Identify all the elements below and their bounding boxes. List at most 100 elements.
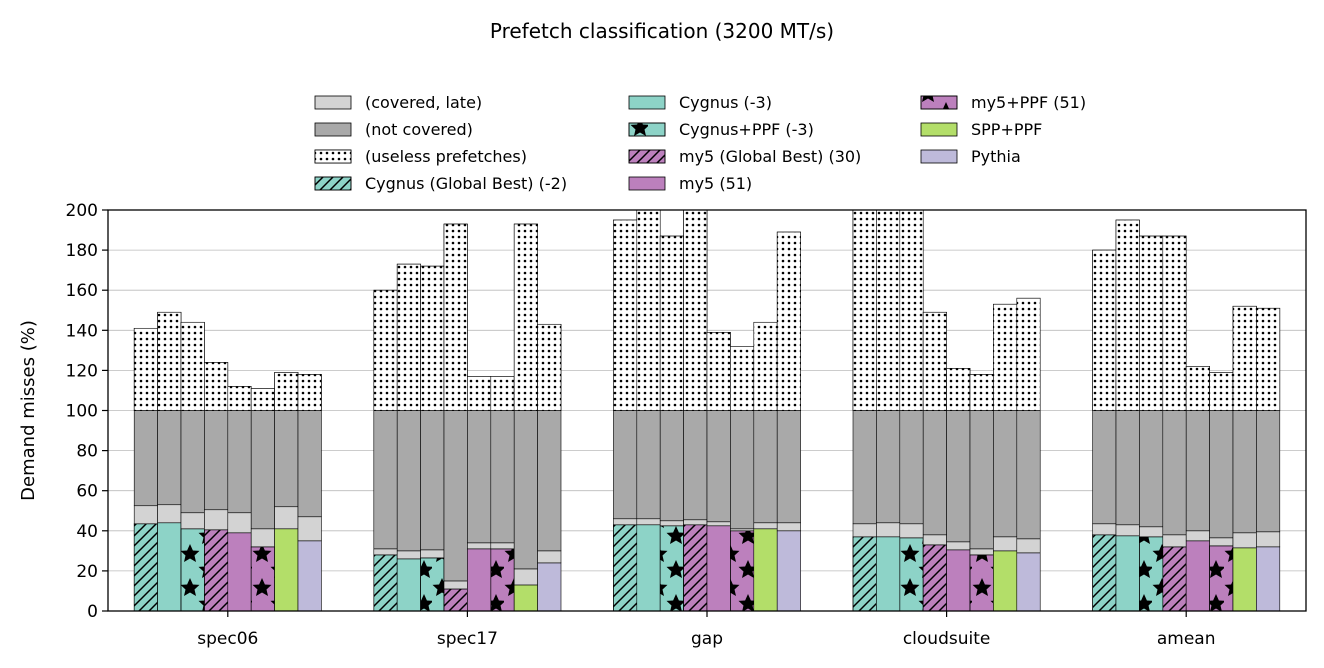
- legend-label: (covered, late): [365, 93, 482, 112]
- bar-segment-covered_late: [180, 512, 205, 530]
- bar-segment-not_covered: [274, 410, 299, 508]
- bar-pattern-covered: [683, 524, 708, 612]
- bar-segment-covered: [227, 532, 252, 612]
- bar-segment-covered: [297, 540, 322, 612]
- bar-segment-not_covered: [993, 410, 1018, 538]
- bar-pattern-useless: [993, 303, 1018, 411]
- bar-pattern-useless: [537, 323, 562, 411]
- bar-pattern-useless: [1162, 235, 1187, 411]
- bar-segment-not_covered: [659, 410, 684, 522]
- bar-segment-covered_late: [490, 542, 515, 550]
- bar-segment-not_covered: [683, 410, 708, 521]
- bar-segment-not_covered: [227, 410, 252, 514]
- bar-segment-not_covered: [396, 410, 421, 552]
- bar-pattern-useless: [443, 223, 468, 411]
- bar-segment-covered: [993, 550, 1018, 612]
- legend-item: Cygnus (Global Best) (-2): [314, 174, 567, 193]
- y-axis-label: Demand misses (%): [18, 320, 39, 501]
- bar-segment-covered: [467, 548, 492, 612]
- legend-swatch: [920, 122, 958, 137]
- bar-segment-covered_late: [683, 519, 708, 526]
- bar-pattern-useless: [776, 231, 801, 411]
- legend-label: SPP+PPF: [971, 120, 1042, 139]
- bar-segment-not_covered: [922, 410, 947, 536]
- chart-title: Prefetch classification (3200 MT/s): [490, 19, 834, 43]
- legend-item: my5 (51): [628, 174, 752, 193]
- y-tick-label: 20: [76, 562, 98, 582]
- bar-pattern-useless: [730, 346, 755, 411]
- legend-swatch: [314, 95, 352, 110]
- bar-segment-covered_late: [922, 534, 947, 546]
- bar-segment-covered_late: [946, 541, 971, 551]
- bar-pattern-useless: [180, 321, 205, 411]
- bar-segment-not_covered: [1185, 410, 1210, 532]
- legend-label: Cygnus (-3): [679, 93, 772, 112]
- bar-segment-covered_late: [1162, 534, 1187, 548]
- bar-segment-covered: [753, 528, 778, 612]
- legend-item: (not covered): [314, 120, 473, 139]
- bar-segment-covered_late: [659, 520, 684, 527]
- bar-pattern-covered: [373, 554, 398, 612]
- bar-segment-covered: [1016, 552, 1041, 612]
- bar-segment-covered: [1232, 547, 1257, 612]
- legend: (covered, late) (not covered) (useless pre…: [314, 93, 1086, 193]
- bar-pattern-useless: [1092, 249, 1117, 411]
- bar-segment-not_covered: [420, 410, 445, 551]
- legend-swatch-pattern: [628, 122, 666, 137]
- legend-item: Pythia: [920, 147, 1021, 166]
- x-tick-label: gap: [691, 629, 723, 649]
- y-tick-label: 40: [76, 522, 98, 542]
- y-axis: 0 20 40 60 80 100 120 140 160 180 200: [66, 201, 108, 622]
- bar-segment-not_covered: [1232, 410, 1257, 534]
- bar-pattern-useless: [683, 209, 708, 411]
- bar-segment-covered_late: [706, 521, 731, 527]
- bar-segment-covered_late: [157, 504, 182, 524]
- bar-segment-not_covered: [876, 410, 901, 524]
- bar-pattern-useless: [513, 223, 538, 411]
- legend-item: Cygnus+PPF (-3): [628, 120, 814, 139]
- bar-segment-covered_late: [1115, 524, 1140, 537]
- legend-swatch-pattern: [920, 95, 958, 110]
- legend-swatch-pattern: [314, 149, 352, 164]
- bar-segment-covered: [946, 549, 971, 612]
- bar-segment-not_covered: [443, 410, 468, 582]
- bar-pattern-useless: [250, 388, 275, 411]
- bar-pattern-covered: [180, 528, 205, 612]
- bar-segment-covered_late: [1092, 523, 1117, 536]
- bar-segment-covered: [274, 528, 299, 612]
- bar-pattern-covered: [420, 557, 445, 612]
- legend-label: (not covered): [365, 120, 473, 139]
- bar-segment-not_covered: [204, 410, 229, 511]
- y-tick-label: 120: [66, 361, 98, 381]
- bar-segment-covered_late: [636, 518, 661, 526]
- bar-segment-not_covered: [373, 410, 398, 550]
- bar-segment-not_covered: [1092, 410, 1117, 525]
- bar-pattern-useless: [204, 362, 229, 411]
- y-tick-label: 140: [66, 321, 98, 341]
- x-tick-label: spec17: [437, 629, 498, 649]
- bar-segment-not_covered: [513, 410, 538, 570]
- legend-swatch: [314, 122, 352, 137]
- bar-segment-covered: [776, 530, 801, 612]
- bar-segment-covered_late: [274, 506, 299, 530]
- bar-pattern-useless: [420, 265, 445, 411]
- bar-pattern-useless: [1256, 307, 1281, 411]
- bar-pattern-covered: [969, 554, 994, 612]
- legend-swatch-pattern: [314, 176, 352, 191]
- legend-label: Cygnus (Global Best) (-2): [365, 174, 567, 193]
- bar-pattern-useless: [659, 235, 684, 411]
- bar-segment-not_covered: [613, 410, 638, 520]
- bar-segment-not_covered: [852, 410, 877, 525]
- bar-segment-covered: [636, 524, 661, 612]
- bar-segment-covered: [157, 522, 182, 612]
- bar-segment-covered_late: [1185, 530, 1210, 542]
- bar-segment-not_covered: [1016, 410, 1041, 540]
- bar-pattern-useless: [753, 321, 778, 411]
- bar-pattern-covered: [899, 537, 924, 612]
- bar-segment-covered_late: [467, 542, 492, 550]
- legend-label: (useless prefetches): [365, 147, 527, 166]
- legend-label: my5+PPF (51): [971, 93, 1086, 112]
- legend-swatch-pattern: [628, 149, 666, 164]
- legend-item: (useless prefetches): [314, 147, 527, 166]
